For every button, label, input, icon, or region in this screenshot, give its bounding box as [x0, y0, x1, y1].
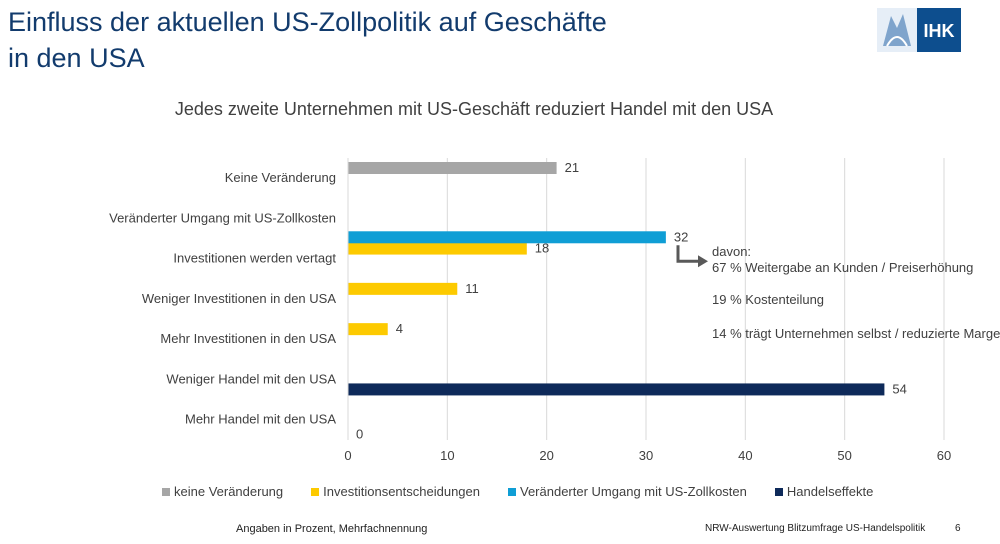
category-label-6: Mehr Handel mit den USA	[185, 412, 336, 427]
x-tick-label-40: 40	[738, 448, 752, 463]
bar-1-4	[348, 323, 388, 336]
legend-swatch-2	[508, 487, 516, 496]
annotation-line-3: 14 % trägt Unternehmen selbst / reduzier…	[712, 326, 1000, 341]
data-label-1-2: 18	[535, 241, 549, 256]
zollkosten-annotation: davon: 67 % Weitergabe an Kunden / Preis…	[712, 244, 1000, 342]
footer-source: NRW-Auswertung Blitzumfrage US-Handelspo…	[705, 523, 926, 534]
ihk-logo: IHK	[877, 8, 961, 52]
category-label-1: Veränderter Umgang mit US-Zollkosten	[109, 210, 336, 225]
bar-0-0	[348, 162, 557, 174]
annotation-arrow-line	[676, 245, 700, 263]
x-tick-label-60: 60	[937, 448, 951, 463]
x-tick-label-10: 10	[440, 448, 454, 463]
data-label-1-3: 11	[465, 281, 479, 296]
bar-3-5	[348, 383, 885, 396]
ihk-logo-text: IHK	[924, 21, 955, 41]
x-tick-label-20: 20	[539, 448, 553, 463]
x-tick-label-30: 30	[639, 448, 653, 463]
data-label-3-5: 54	[892, 381, 906, 396]
legend-label-0: keine Veränderung	[174, 484, 284, 499]
category-label-0: Keine Veränderung	[225, 170, 336, 185]
page-number: 6	[955, 523, 961, 534]
annotation-arrow-head	[698, 255, 708, 268]
legend-item-2: Veränderter Umgang mit US-Zollkosten	[508, 484, 747, 499]
data-label-3-6: 0	[356, 427, 363, 442]
legend-item-1: Investitionsentscheidungen	[311, 484, 480, 499]
category-label-4: Mehr Investitionen in den USA	[160, 331, 336, 346]
bar-1-3	[348, 282, 458, 295]
legend-swatch-3	[774, 487, 783, 496]
data-label-2-1: 32	[674, 229, 688, 244]
legend-item-0: keine Veränderung	[162, 484, 283, 499]
data-label-1-4: 4	[396, 321, 403, 336]
chart-subtitle: Jedes zweite Unternehmen mit US-Geschäft…	[174, 99, 774, 119]
slide-title: Einfluss der aktuellen US-Zollpolitik au…	[8, 4, 828, 76]
bar-2-1	[348, 231, 666, 244]
x-tick-label-50: 50	[837, 448, 851, 463]
legend-swatch-1	[311, 487, 320, 496]
x-tick-label-0: 0	[344, 448, 351, 463]
bar-1-2	[348, 242, 527, 255]
annotation-line-1: 67 % Weitergabe an Kunden / Preiserhöhun…	[712, 260, 974, 275]
legend-label-2: Veränderter Umgang mit US-Zollkosten	[520, 484, 747, 499]
slide-title-line-2: in den USA	[8, 43, 145, 73]
category-label-2: Investitionen werden vertagt	[173, 251, 336, 266]
legend-item-3: Handelseffekte	[774, 484, 874, 499]
category-label-3: Weniger Investitionen in den USA	[142, 291, 336, 306]
category-label-5: Weniger Handel mit den USA	[166, 371, 336, 386]
footer-note: Angaben in Prozent, Mehrfachnennung	[236, 523, 428, 535]
annotation-head: davon:	[712, 244, 752, 259]
legend-swatch-0	[162, 487, 170, 496]
legend-label-1: Investitionsentscheidungen	[323, 484, 480, 499]
chart-legend: keine Veränderung Investitionsentscheidun…	[162, 484, 873, 499]
data-label-0-0: 21	[565, 160, 579, 175]
annotation-line-2: 19 % Kostenteilung	[712, 292, 825, 307]
legend-label-3: Handelseffekte	[786, 484, 874, 499]
slide-title-line-1: Einfluss der aktuellen US-Zollpolitik au…	[8, 7, 607, 37]
